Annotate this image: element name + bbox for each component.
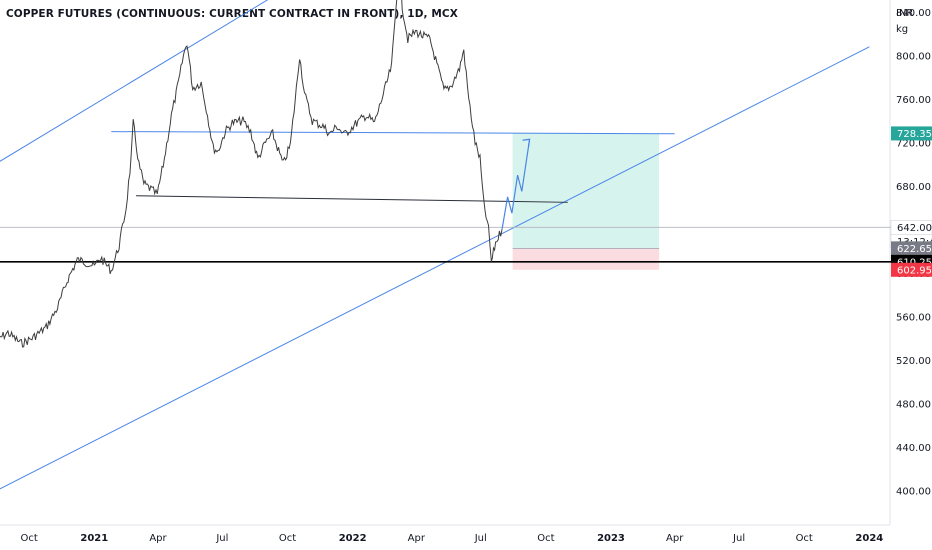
trendline-channel-upper[interactable] (0, 0, 599, 170)
y-tick-label: 440.00 (896, 443, 931, 454)
x-tick-label: Apr (666, 533, 684, 544)
x-tick-label: Jul (215, 533, 228, 544)
x-tick-label: 2024 (855, 533, 883, 544)
stop-zone[interactable] (512, 248, 660, 270)
x-tick-label: Oct (537, 533, 554, 544)
price-tag-label: 642.00 (897, 223, 932, 234)
x-tick-label: Apr (149, 533, 167, 544)
projection-arrowhead (522, 138, 531, 147)
y-tick-label: 560.00 (896, 313, 931, 324)
trendline-mid-support[interactable] (136, 195, 568, 203)
price-tag (891, 262, 932, 277)
y-tick-label: 800.00 (896, 52, 931, 63)
y-tick-label: 720.00 (896, 139, 931, 150)
price-series-line (0, 0, 503, 348)
y-tick-label: 760.00 (896, 95, 931, 106)
price-tag (891, 241, 932, 256)
price-tag-label: 602.95 (897, 265, 932, 276)
y-tick-label: 520.00 (896, 356, 931, 367)
x-tick-label: Oct (21, 533, 38, 544)
x-tick-label: Apr (408, 533, 426, 544)
chart-title: COPPER FUTURES (CONTINUOUS: CURRENT CONT… (6, 8, 458, 20)
x-tick-label: Oct (279, 533, 296, 544)
x-tick-label: 2022 (339, 533, 367, 544)
x-tick-label: Jul (732, 533, 745, 544)
price-tag-label: 622.65 (897, 244, 932, 255)
x-tick-label: Jul (474, 533, 487, 544)
y-tick-label: 840.00 (896, 8, 931, 19)
projection-path[interactable] (501, 139, 531, 230)
currency-label: INR (896, 8, 913, 19)
unit-label: kg (896, 24, 908, 35)
x-tick-label: 2023 (597, 533, 625, 544)
x-tick-label: 2021 (80, 533, 108, 544)
trendline-channel-lower[interactable] (0, 46, 870, 496)
x-tick-label: Oct (796, 533, 813, 544)
trendline-resistance[interactable] (111, 131, 675, 135)
y-tick-label: 680.00 (896, 182, 931, 193)
y-tick-label: 400.00 (896, 487, 931, 498)
y-tick-label: 480.00 (896, 400, 931, 411)
price-tag (891, 126, 932, 141)
price-tag-label: 728.35 (897, 129, 932, 140)
